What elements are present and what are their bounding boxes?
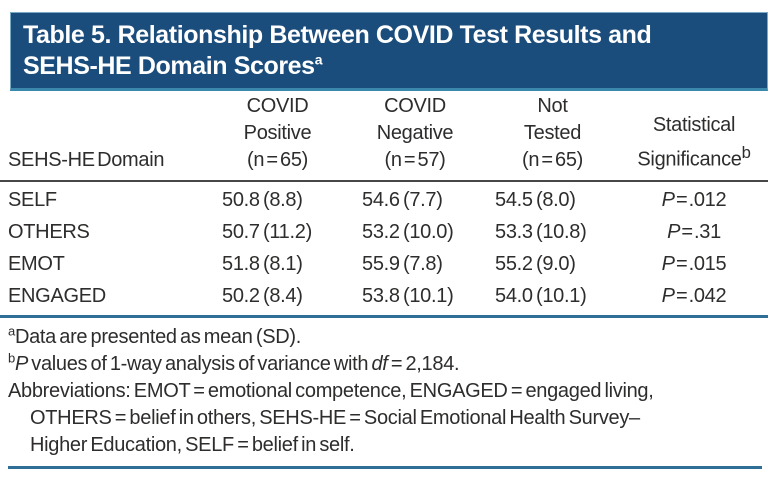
cell-covid-positive: 50.7 (11.2) <box>222 221 312 243</box>
abbreviations-line-3: Higher Education, SELF = belief in self. <box>30 434 355 456</box>
table-title-line-1: Table 5. Relationship Between COVID Test… <box>23 21 652 49</box>
footnote-a: aData are presented as mean (SD). <box>8 323 302 348</box>
cell-not-tested: 54.5 (8.0) <box>495 189 576 211</box>
column-header-not-tested: Not Tested (n = 65) <box>485 93 620 182</box>
header-footnote-marker-b: b <box>741 143 751 163</box>
footnote-b-marker: b <box>8 350 15 366</box>
cell-covid-negative: 55.9 (7.8) <box>362 253 443 275</box>
cell-not-tested: 54.0 (10.1) <box>485 280 620 318</box>
cell-covid-negative: 54.6 (7.7) <box>362 189 443 211</box>
cell-covid-positive: 50.8 (8.8) <box>222 189 303 211</box>
cell-p-value: P = .31 <box>667 221 721 243</box>
abbreviations-line-2: OTHERS = belief in others, SEHS-HE = Soc… <box>30 407 640 429</box>
cell-covid-positive: 50.2 (8.4) <box>210 280 345 318</box>
table-row-others: OTHERS 50.7 (11.2) 53.2 (10.0) 53.3 (10.… <box>0 216 768 248</box>
results-table: SEHS-HE Domain COVID Positive (n = 65) C… <box>0 93 768 318</box>
column-header-covid-negative: COVID Negative (n = 57) <box>345 93 485 182</box>
column-header-statistical-significance: Statistical Significanceb <box>620 93 768 182</box>
cell-p-value: P = .012 <box>661 189 727 211</box>
cell-not-tested: 55.2 (9.0) <box>495 253 576 275</box>
cell-domain: ENGAGED <box>0 280 210 318</box>
table-row-engaged: ENGAGED 50.2 (8.4) 53.8 (10.1) 54.0 (10.… <box>0 280 768 318</box>
table-title-line-2: SEHS-HE Domain Scoresa <box>23 51 323 80</box>
cell-domain: EMOT <box>8 253 65 275</box>
cell-p-value: P = .042 <box>620 280 768 318</box>
table-row-self: SELF 50.8 (8.8) 54.6 (7.7) 54.5 (8.0) P … <box>0 181 768 216</box>
footnote-a-marker: a <box>8 323 15 339</box>
cell-p-value: P = .015 <box>661 253 727 275</box>
footnotes: aData are presented as mean (SD). bP val… <box>8 324 762 469</box>
header-row: SEHS-HE Domain COVID Positive (n = 65) C… <box>0 93 768 182</box>
column-header-domain: SEHS-HE Domain <box>0 93 210 182</box>
footnote-b: bP values of 1-way analysis of variance … <box>8 350 460 375</box>
table-row-emot: EMOT 51.8 (8.1) 55.9 (7.8) 55.2 (9.0) P … <box>0 248 768 280</box>
table-title: Table 5. Relationship Between COVID Test… <box>10 12 768 91</box>
cell-covid-positive: 51.8 (8.1) <box>222 253 303 275</box>
title-footnote-marker-a: a <box>314 51 323 68</box>
cell-covid-negative: 53.8 (10.1) <box>345 280 485 318</box>
cell-covid-negative: 53.2 (10.0) <box>362 221 454 243</box>
cell-domain: OTHERS <box>8 221 90 243</box>
abbreviations-line-1: Abbreviations: EMOT = emotional competen… <box>8 380 654 402</box>
footnote-abbreviations: Abbreviations: EMOT = emotional competen… <box>8 378 762 459</box>
cell-domain: SELF <box>8 189 57 211</box>
cell-not-tested: 53.3 (10.8) <box>495 221 587 243</box>
column-header-covid-positive: COVID Positive (n = 65) <box>210 93 345 182</box>
